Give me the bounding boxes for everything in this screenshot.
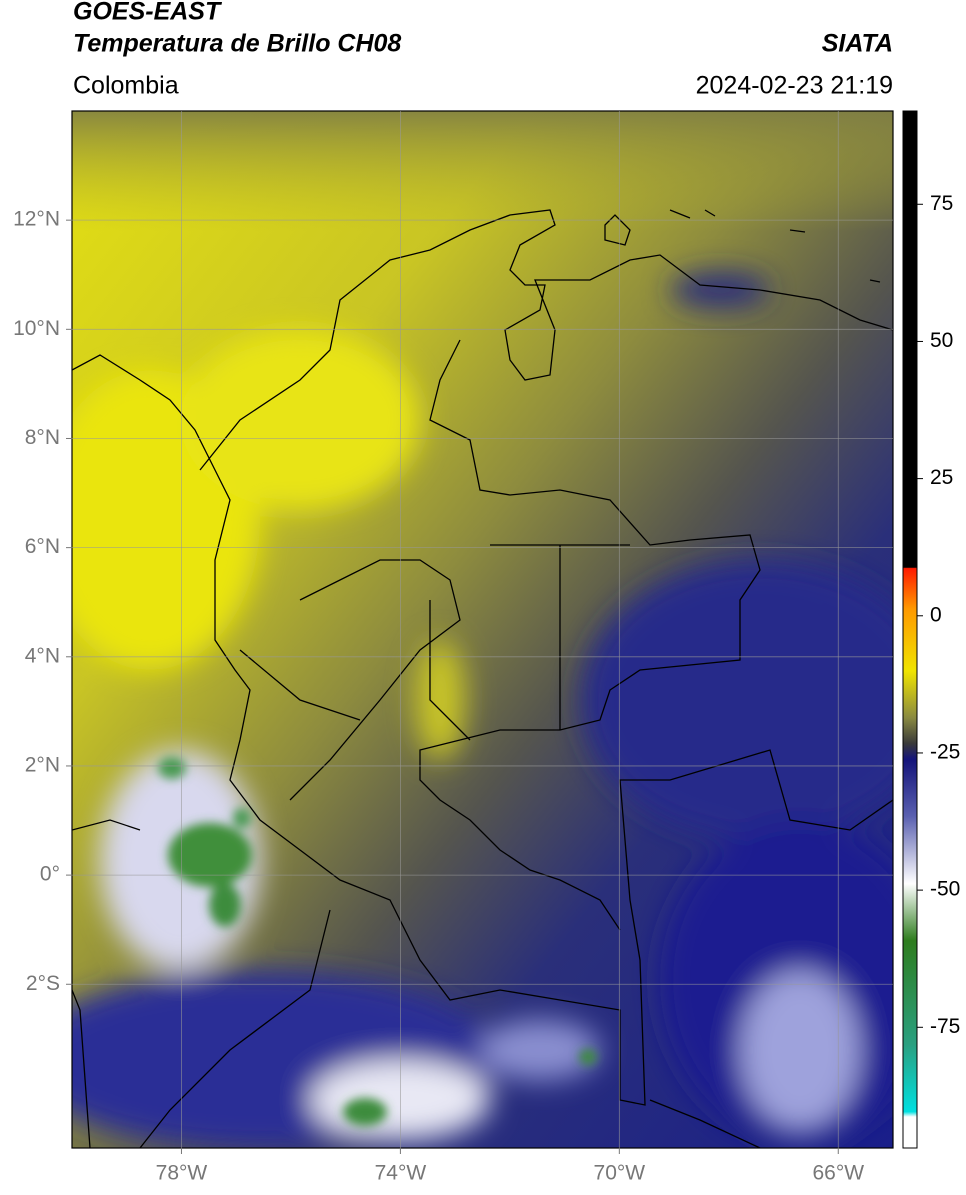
- title: GOES-EAST: [73, 0, 223, 26]
- colorbar-tick-label: 25: [930, 466, 953, 489]
- map-frame: [71, 110, 894, 1149]
- x-tick-label: 66°W: [812, 1162, 864, 1185]
- x-tick-label: 70°W: [594, 1162, 646, 1185]
- subtitle: Temperatura de Brillo CH08: [73, 30, 401, 58]
- colorbar-tick-label: 50: [930, 329, 953, 352]
- y-tick-label: 4°N: [25, 644, 60, 667]
- y-tick-label: 2°N: [25, 753, 60, 776]
- y-tick-label: 6°N: [25, 535, 60, 558]
- source: SIATA: [822, 30, 893, 58]
- x-tick-label: 78°W: [156, 1162, 208, 1185]
- y-tick-label: 8°N: [25, 426, 60, 449]
- y-tick-label: 12°N: [13, 208, 60, 231]
- y-tick-label: 10°N: [13, 317, 60, 340]
- y-tick-label: 2°S: [26, 972, 60, 995]
- satellite-image: [72, 111, 893, 1148]
- colorbar-tick-label: 0: [930, 603, 942, 626]
- region: Colombia: [73, 72, 179, 100]
- x-tick-label: 74°W: [375, 1162, 427, 1185]
- colorbar-tick-label: -75: [930, 1015, 960, 1038]
- colorbar-tick-label: -25: [930, 740, 960, 763]
- datetime: 2024-02-23 21:19: [696, 72, 893, 100]
- colorbar-tick-label: 75: [930, 192, 953, 215]
- colorbar-tick-label: -50: [930, 878, 960, 901]
- colorbar: [902, 110, 918, 1149]
- y-tick-label: 0°: [40, 863, 60, 886]
